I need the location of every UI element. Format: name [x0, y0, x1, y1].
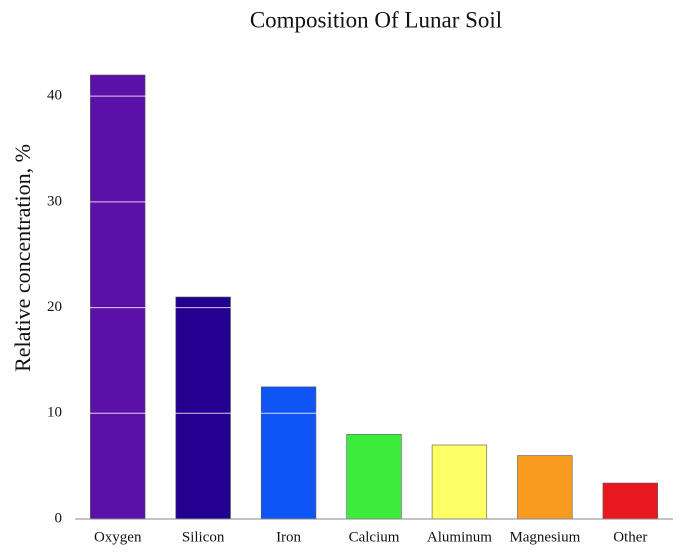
y-tick-label: 20	[47, 299, 62, 315]
x-tick-label: Oxygen	[94, 529, 142, 545]
bar	[517, 455, 573, 520]
bar	[90, 74, 146, 520]
bar	[602, 482, 658, 520]
x-tick-label: Aluminum	[427, 529, 492, 545]
x-tick-label: Magnesium	[509, 529, 580, 545]
x-tick-label: Other	[613, 529, 647, 545]
y-axis-label: Relative concentration, %	[10, 144, 35, 372]
y-tick-label: 30	[47, 193, 62, 209]
x-tick-label: Calcium	[349, 529, 400, 545]
bar	[431, 444, 488, 520]
bar	[175, 296, 231, 520]
y-tick-label: 40	[47, 88, 62, 104]
x-tick-label: Silicon	[182, 529, 225, 545]
bar	[346, 434, 402, 520]
y-tick-label: 0	[55, 510, 63, 526]
y-tick-label: 10	[47, 405, 62, 421]
bar	[260, 386, 317, 520]
chart-title: Composition Of Lunar Soil	[250, 7, 502, 32]
x-tick-label: Iron	[276, 529, 301, 545]
